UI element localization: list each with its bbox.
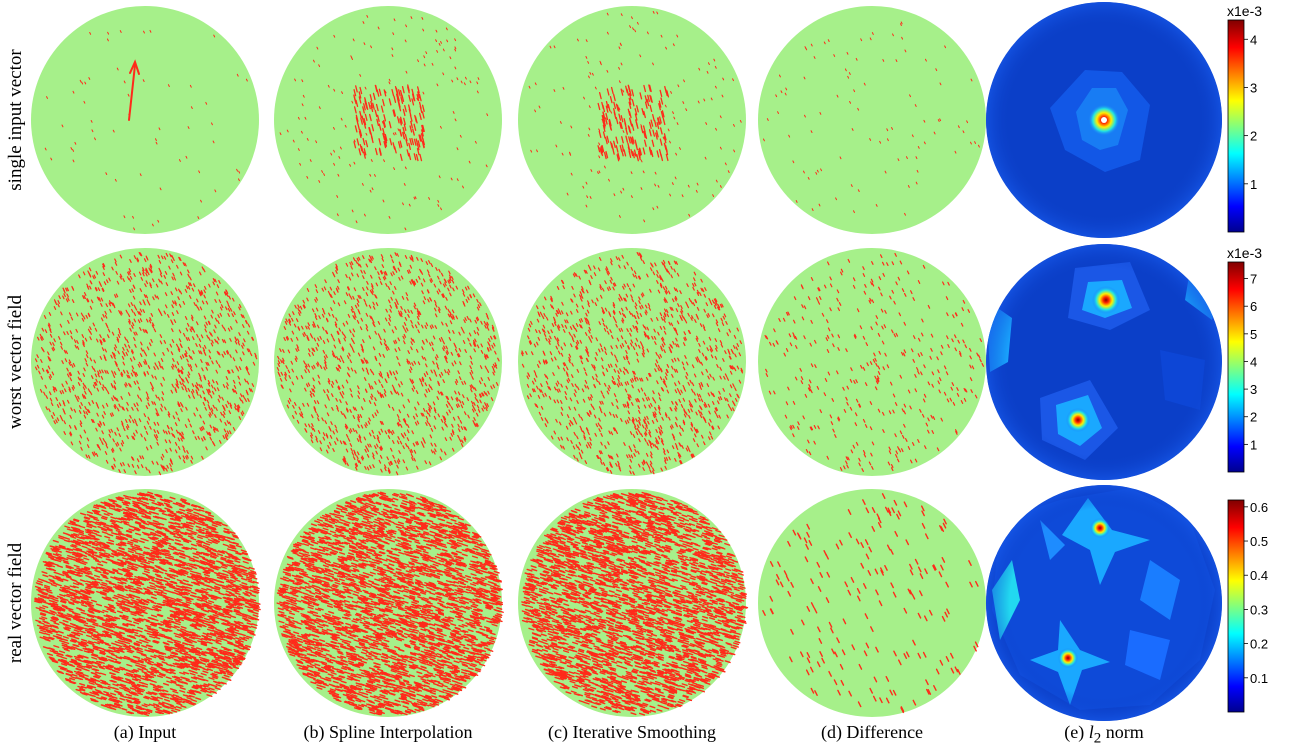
vector-marks	[276, 491, 504, 716]
sphere	[758, 489, 986, 717]
vector-marks	[762, 493, 979, 714]
colorbar-tick-label: 0.4	[1250, 568, 1268, 583]
colorbar-tick-label: 0.1	[1250, 671, 1268, 686]
vector-marks	[520, 251, 744, 476]
colorbar-tick-label: 5	[1250, 327, 1257, 342]
caption-a: (a) Input	[113, 722, 177, 742]
colorbar-tick-label: 0.3	[1250, 602, 1268, 617]
colorbar-row2: x1e-3 7 6 5 4 3 2 1	[1227, 245, 1262, 473]
colorbar-tick-label: 2	[1250, 129, 1257, 144]
colorbar-tick-label: 0.5	[1250, 534, 1268, 549]
caption-e-suffix: norm	[1105, 722, 1144, 742]
colorbar-tick-label: 3	[1250, 80, 1257, 95]
caption-b: (b) Spline Interpolation	[303, 722, 473, 742]
caption-e-prefix: (e)	[1064, 722, 1085, 742]
colorbar-row1: x1e-3 4 3 2 1	[1227, 3, 1262, 233]
caption-c: (c) Iterative Smoothing	[548, 722, 716, 742]
sphere	[274, 248, 502, 476]
colorbar-tick-label: 6	[1250, 299, 1257, 314]
sphere	[31, 248, 259, 476]
sphere	[31, 6, 259, 234]
input-vector-arrow	[128, 64, 136, 121]
sphere	[518, 248, 746, 476]
colorbar-tick-label: 4	[1250, 354, 1257, 369]
vector-marks	[762, 21, 980, 216]
vector-marks	[276, 252, 500, 476]
norm-panel-row2	[986, 244, 1222, 480]
row-label-real-vector-field: real vector field	[5, 542, 26, 664]
row-label-single-input-vector: single input vector	[5, 49, 26, 191]
colorbar-exponent-label: x1e-3	[1227, 3, 1262, 19]
caption-e-symbol: l	[1088, 722, 1094, 742]
colorbar-exponent-label: x1e-3	[1227, 245, 1262, 261]
colorbar-tick-label: 2	[1250, 410, 1257, 425]
colorbar-tick-label: 0.6	[1250, 500, 1268, 515]
colorbar-tick-label: 0.2	[1250, 637, 1268, 652]
norm-panel-row1	[986, 2, 1222, 238]
vector-field-panels	[31, 6, 986, 717]
vector-marks	[33, 491, 261, 717]
vector-marks	[44, 29, 248, 231]
vector-marks	[521, 491, 749, 716]
sphere	[758, 6, 986, 234]
caption-d: (d) Difference	[820, 722, 924, 742]
row-label-worst-vector-field: worst vector field	[5, 294, 26, 430]
vector-marks	[34, 251, 258, 476]
vector-marks	[764, 252, 985, 472]
vector-marks	[279, 15, 489, 231]
colorbar-tick-label: 1	[1250, 437, 1257, 452]
vector-marks	[528, 10, 742, 223]
colorbar-tick-label: 7	[1250, 272, 1257, 287]
caption-e: (e) l2 norm	[1064, 722, 1144, 748]
colorbar-row3: 0.6 0.5 0.4 0.3 0.2 0.1	[1227, 499, 1268, 713]
sphere	[518, 6, 746, 234]
sphere	[758, 248, 986, 476]
sphere	[274, 6, 502, 234]
colorbar-tick-label: 4	[1250, 32, 1257, 47]
norm-panel-row3	[986, 485, 1222, 721]
colorbar-tick-label: 3	[1250, 382, 1257, 397]
colorbar-tick-label: 1	[1250, 177, 1257, 192]
caption-e-subscript: 2	[1093, 730, 1102, 747]
